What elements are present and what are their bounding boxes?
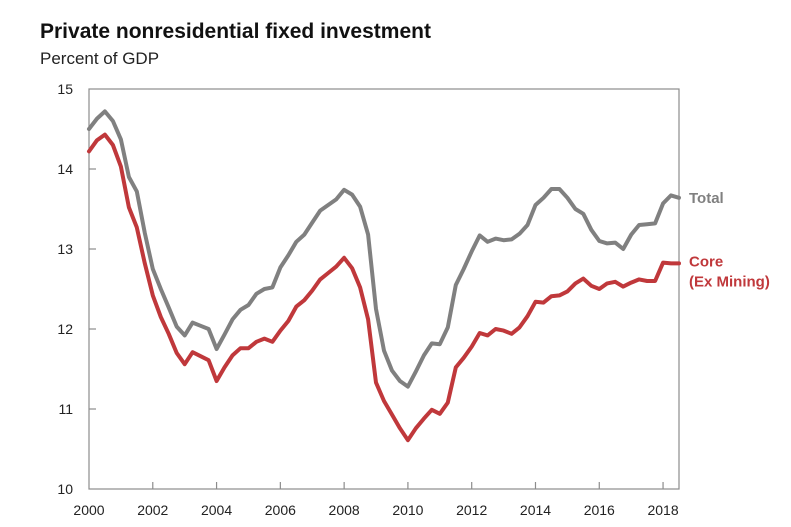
y-tick-label: 15: [57, 81, 73, 97]
series-label-core-line-1: (Ex Mining): [689, 273, 770, 290]
y-tick-label: 11: [58, 401, 73, 417]
chart-subtitle: Percent of GDP: [40, 49, 159, 68]
y-axis: 10 11 12 13 14 15: [57, 81, 96, 497]
x-tick-label: 2008: [329, 502, 360, 518]
series-label-core-line-0: Core: [689, 253, 723, 270]
y-tick-label: 14: [57, 161, 73, 177]
x-tick-label: 2006: [265, 502, 296, 518]
y-tick-label: 12: [57, 321, 73, 337]
y-tick-label: 13: [57, 241, 73, 257]
x-tick-label: 2014: [520, 502, 551, 518]
x-tick-label: 2004: [201, 502, 232, 518]
y-tick-label: 10: [57, 481, 73, 497]
x-tick-label: 2016: [584, 502, 615, 518]
x-tick-label: 2000: [73, 502, 104, 518]
legend-labels: Total Core (Ex Mining): [689, 190, 770, 291]
chart-title: Private nonresidential fixed investment: [40, 20, 431, 43]
series-line-total: [87, 109, 681, 389]
x-tick-label: 2018: [647, 502, 678, 518]
series-label-total-line-0: Total: [689, 190, 724, 207]
series-line-core: [87, 132, 681, 443]
plot-area-frame: [88, 88, 680, 490]
x-tick-label: 2012: [456, 502, 487, 518]
x-tick-label: 2010: [392, 502, 423, 518]
x-tick-label: 2002: [137, 502, 168, 518]
series-group: [87, 109, 681, 443]
x-axis: 2000 2002 2004 2006 2008 2010 2012 2014 2016 2018: [73, 482, 679, 518]
